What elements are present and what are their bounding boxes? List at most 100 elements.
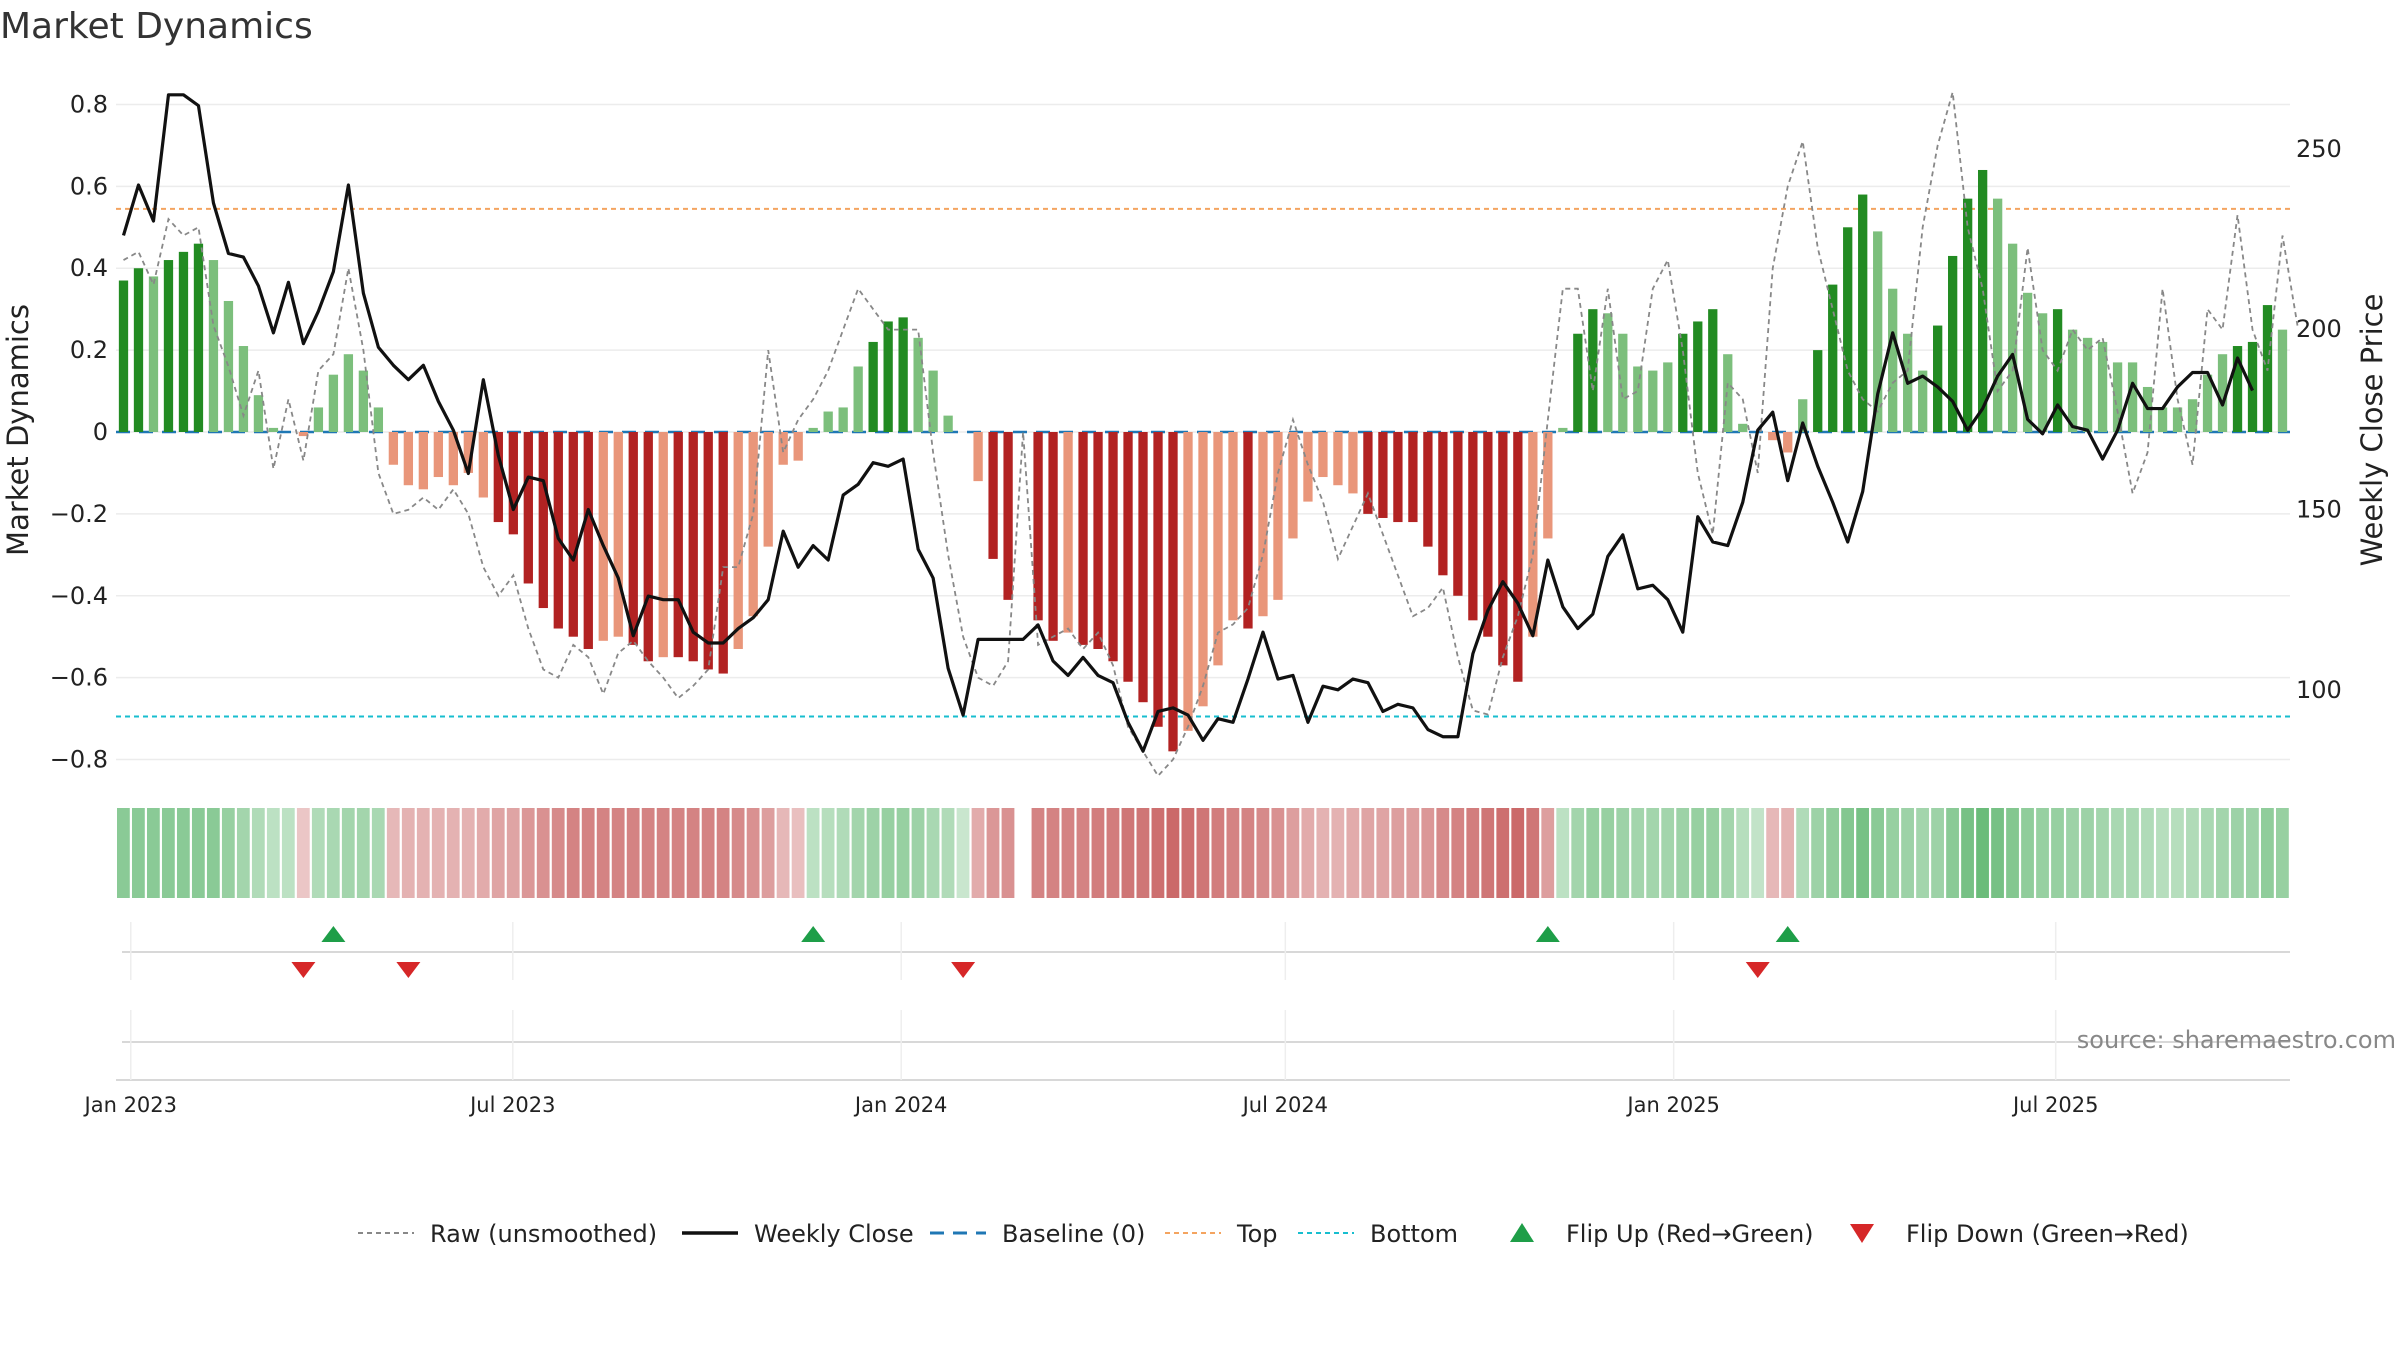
raw-series (123, 91, 2299, 778)
dynamics-bar (1378, 432, 1388, 518)
regime-cell (2096, 808, 2109, 898)
dynamics-bar (433, 432, 443, 478)
dynamics-bar (1977, 169, 1988, 432)
regime-cell (1151, 808, 1165, 898)
dynamics-bar (793, 432, 803, 461)
dynamics-bar (1318, 432, 1328, 478)
regime-cell (821, 808, 835, 898)
regime-cell (1136, 808, 1150, 898)
dynamics-bar (1153, 432, 1163, 727)
regime-cell (1631, 808, 1645, 898)
regime-cell (2276, 808, 2289, 898)
regime-cell (131, 808, 145, 898)
regime-cell (236, 808, 250, 898)
regime-cell (866, 808, 880, 898)
dynamics-bar (658, 432, 668, 658)
dynamics-bar (1603, 313, 1613, 432)
dynamics-bar (1348, 432, 1358, 494)
regime-cell (446, 808, 460, 898)
regime-cell (1691, 808, 1705, 898)
legend-label: Flip Down (Green→Red) (1906, 1220, 2189, 1248)
dynamics-bar (613, 432, 623, 637)
regime-cell (1181, 808, 1195, 898)
regime-cell (2051, 808, 2064, 898)
regime-cell (701, 808, 715, 898)
dynamics-bar (928, 370, 938, 432)
dynamics-bar (523, 432, 533, 584)
dynamics-bar (1513, 432, 1523, 682)
dynamics-bar (313, 407, 324, 432)
regime-cell (536, 808, 550, 898)
dynamics-bar (1078, 432, 1088, 645)
dynamics-bar (598, 432, 608, 641)
regime-cell (851, 808, 865, 898)
dynamics-bar (1528, 432, 1538, 637)
regime-cell (2171, 808, 2184, 898)
regime-cell (251, 808, 265, 898)
regime-cell (791, 808, 805, 898)
dynamics-bar (2172, 407, 2183, 432)
flip-up-marker (1535, 926, 1560, 942)
dynamics-bar (688, 432, 698, 662)
regime-cell (1541, 808, 1555, 898)
dynamics-bar (1783, 432, 1793, 453)
dynamics-bar (1468, 432, 1478, 621)
regime-cell (386, 808, 400, 898)
dynamics-bar (1108, 432, 1118, 662)
regime-cell (1496, 808, 1510, 898)
regime-cell (2141, 808, 2154, 898)
dynamics-bar (2187, 399, 2198, 432)
regime-cell (1901, 808, 1914, 898)
regime-cell (2126, 808, 2139, 898)
dynamics-bar (1723, 354, 1733, 432)
regime-cell (1826, 808, 1840, 898)
flip-down-marker (291, 962, 316, 978)
dynamics-bar (388, 432, 399, 465)
dynamics-bar (1258, 432, 1268, 617)
dynamics-bar (1243, 432, 1253, 629)
regime-cell (1511, 808, 1525, 898)
y-tick-label: 0.2 (70, 336, 108, 364)
regime-cell (941, 808, 955, 898)
y2-axis: 250 200 150 100 (2296, 135, 2342, 704)
regime-cell (416, 808, 430, 898)
dynamics-bar (1843, 227, 1853, 432)
regime-cell (1451, 808, 1465, 898)
regime-cell (2186, 808, 2199, 898)
dynamics-bar (1123, 432, 1133, 682)
dynamics-bar (2007, 243, 2018, 432)
regime-cell (1211, 808, 1225, 898)
regime-cell (1331, 808, 1345, 898)
chart-title: Market Dynamics (0, 6, 313, 47)
regime-cell (836, 808, 850, 898)
regime-cell (1766, 808, 1780, 898)
regime-cell (326, 808, 340, 898)
dynamics-bar (163, 260, 174, 432)
regime-cell (1931, 808, 1944, 898)
dynamics-bar (1003, 432, 1013, 600)
regime-cell (356, 808, 370, 898)
y2-tick-label: 100 (2296, 676, 2342, 704)
dynamics-bar (1648, 370, 1658, 432)
regime-cell (117, 808, 130, 898)
dynamics-bar (343, 354, 354, 432)
dynamics-bar (223, 300, 234, 432)
regime-cell (2006, 808, 2019, 898)
dynamics-bar (748, 432, 758, 617)
regime-cell (1076, 808, 1090, 898)
dynamics-bar (853, 366, 863, 432)
dynamics-bar (1768, 432, 1778, 441)
dynamics-bar (268, 427, 279, 432)
x-tick-label: Jan 2024 (853, 1093, 948, 1117)
regime-cell (1121, 808, 1135, 898)
x-tick-label: Jan 2025 (1625, 1093, 1720, 1117)
regime-cell (401, 808, 415, 898)
regime-cell (1391, 808, 1405, 898)
regime-cell (1616, 808, 1630, 898)
legend-label: Weekly Close (754, 1220, 914, 1248)
regime-cell (2081, 808, 2094, 898)
dynamics-bar (1873, 231, 1883, 432)
regime-cell (521, 808, 535, 898)
x-tick-label: Jan 2023 (83, 1093, 178, 1117)
regime-cell (1046, 808, 1060, 898)
